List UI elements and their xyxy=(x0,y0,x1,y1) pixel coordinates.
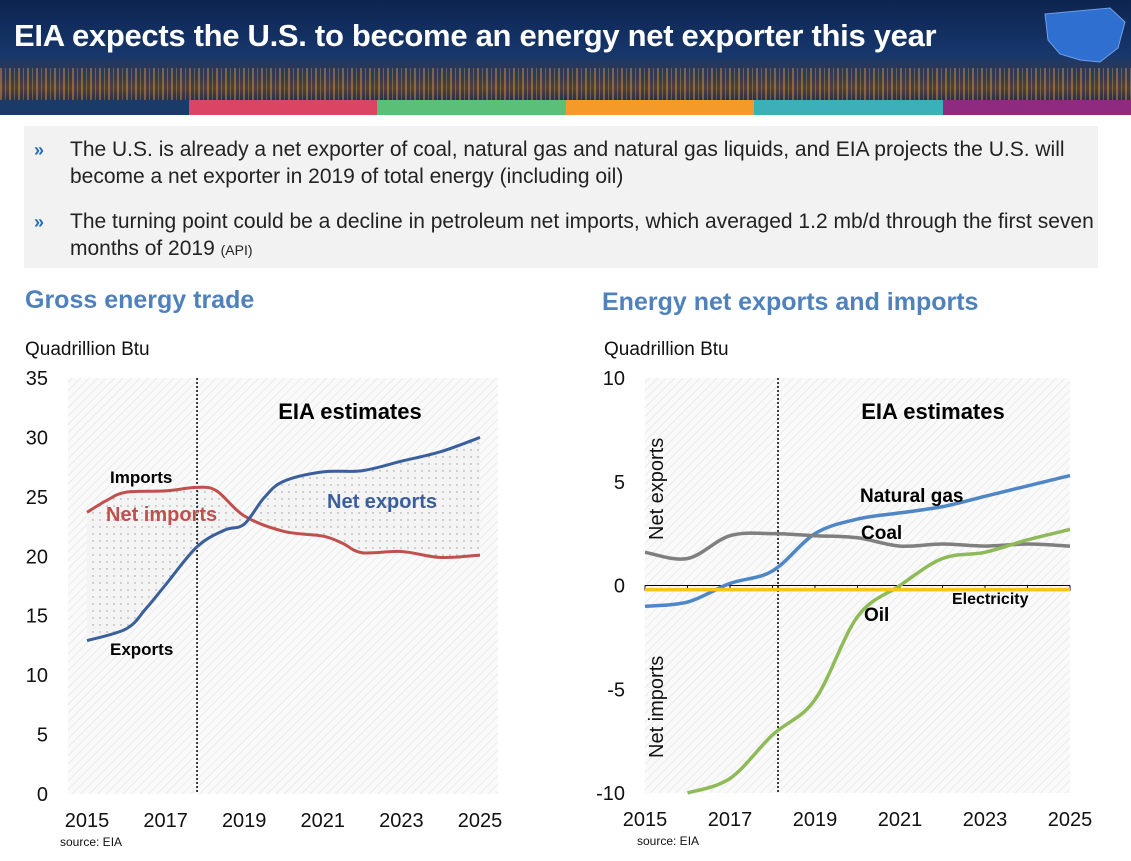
y-tick-label: -10 xyxy=(596,783,625,805)
y-tick-label: 15 xyxy=(26,606,48,628)
net-imports-label: Net imports xyxy=(106,504,217,526)
oil-line xyxy=(686,527,1071,795)
series-label-oil: Oil xyxy=(864,605,889,626)
series-label-natural-gas: Natural gas xyxy=(860,486,963,507)
estimates-label: EIA estimates xyxy=(861,399,1004,424)
y-tick-label: 30 xyxy=(26,427,48,449)
y-tick-label: 5 xyxy=(37,725,48,747)
x-tick-label: 2025 xyxy=(458,810,503,832)
y-tick-label: 10 xyxy=(603,368,625,390)
y-tick-label: 5 xyxy=(614,472,625,494)
y-tick-label: 20 xyxy=(26,546,48,568)
series-label-electricity: Electricity xyxy=(952,591,1029,608)
net-exports-axis-label: Net exports xyxy=(646,438,668,540)
y-tick-label: 10 xyxy=(26,665,48,687)
x-tick-label: 2019 xyxy=(793,809,838,831)
left-chart-title: Gross energy trade xyxy=(25,286,255,314)
net-imports-axis-label: Net imports xyxy=(646,656,668,758)
bullet-item: » The turning point could be a decline in… xyxy=(34,210,1094,260)
x-tick-label: 2015 xyxy=(623,809,668,831)
exports-line xyxy=(86,436,481,643)
us-map-icon xyxy=(1044,7,1126,63)
x-tick-label: 2021 xyxy=(878,809,923,831)
right-y-unit: Quadrillion Btu xyxy=(604,339,729,360)
net-exports-label: Net exports xyxy=(327,491,437,513)
trade-gap-area xyxy=(87,437,480,641)
x-tick-label: 2025 xyxy=(1048,809,1093,831)
source-note: source: EIA xyxy=(60,835,122,849)
header-banner: EIA expects the U.S. to become an energy… xyxy=(0,0,1131,100)
source-note: source: EIA xyxy=(637,834,699,848)
color-stripe xyxy=(377,100,566,115)
series-label-coal: Coal xyxy=(861,523,902,544)
imports-line xyxy=(86,485,481,560)
x-tick-label: 2015 xyxy=(65,810,110,832)
y-tick-label: 0 xyxy=(614,576,625,598)
bullet-list: » The U.S. is already a net exporter of c… xyxy=(24,126,1098,268)
color-stripe xyxy=(942,100,1131,115)
x-tick-label: 2019 xyxy=(222,810,267,832)
x-tick-label: 2021 xyxy=(301,810,346,832)
x-tick-label: 2023 xyxy=(379,810,424,832)
y-tick-label: 0 xyxy=(37,784,48,806)
color-stripes xyxy=(0,100,1131,115)
x-tick-label: 2017 xyxy=(708,809,753,831)
left-y-unit: Quadrillion Btu xyxy=(25,339,150,360)
right-chart-title: Energy net exports and imports xyxy=(602,288,979,316)
x-tick-label: 2017 xyxy=(143,810,188,832)
bullet-item: » The U.S. is already a net exporter of c… xyxy=(34,138,1065,188)
chevron-icon: » xyxy=(34,140,45,160)
y-tick-label: 25 xyxy=(26,487,48,509)
series-label-exports: Exports xyxy=(110,640,173,659)
y-tick-label: 35 xyxy=(26,368,48,390)
coal-line xyxy=(644,531,1071,561)
y-tick-label: -5 xyxy=(607,679,625,701)
page-title: EIA expects the U.S. to become an energy… xyxy=(14,18,937,53)
x-tick-label: 2023 xyxy=(963,809,1008,831)
color-stripe xyxy=(754,100,943,115)
color-stripe xyxy=(0,100,189,115)
city-lights-image xyxy=(0,68,1131,100)
estimates-label: EIA estimates xyxy=(278,399,421,424)
color-stripe xyxy=(188,100,377,115)
color-stripe xyxy=(565,100,754,115)
chevron-icon: » xyxy=(34,212,45,232)
series-label-imports: Imports xyxy=(110,468,172,487)
